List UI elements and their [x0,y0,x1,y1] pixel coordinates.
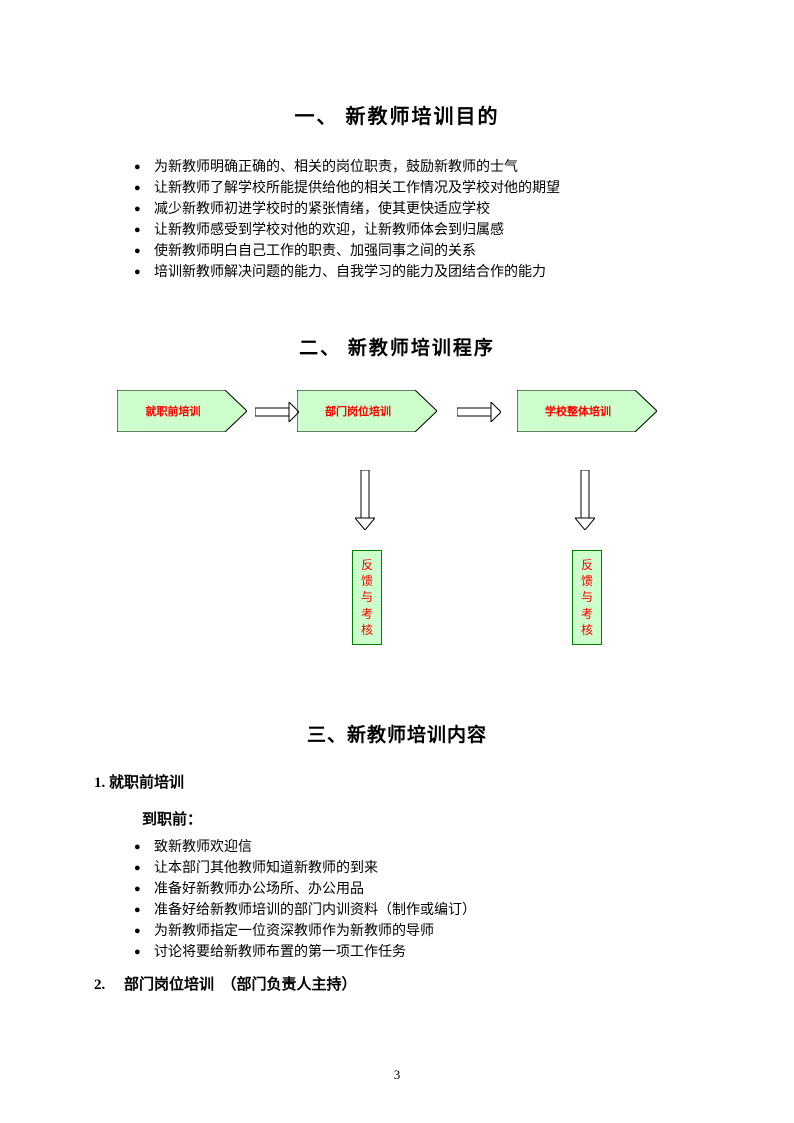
section-2-title: 二、 新教师培训程序 [90,333,704,360]
page-number: 3 [0,1067,794,1083]
flow-node: 就职前培训 [117,390,247,432]
section-1-title: 一、 新教师培训目的 [90,100,704,129]
list-item: 培训新教师解决问题的能力、自我学习的能力及团结合作的能力 [134,262,704,283]
list-item: 让本部门其他教师知道新教师的到来 [134,858,704,879]
list-item: 减少新教师初进学校时的紧张情绪，使其更快适应学校 [134,199,704,220]
feedback-box: 反馈与考核 [352,550,382,645]
flow-node-label: 就职前培训 [117,390,229,432]
flow-arrow [575,470,595,535]
list-item: 为新教师指定一位资深教师作为新教师的导师 [134,921,704,942]
list-item: 讨论将要给新教师布置的第一项工作任务 [134,942,704,963]
list-item: 准备好新教师办公场所、办公用品 [134,879,704,900]
section-1-bullets: 为新教师明确正确的、相关的岗位职责，鼓励新教师的士气 让新教师了解学校所能提供给… [134,157,704,283]
list-item: 让新教师了解学校所能提供给他的相关工作情况及学校对他的期望 [134,178,704,199]
flow-arrow [457,402,501,427]
list-item: 为新教师明确正确的、相关的岗位职责，鼓励新教师的士气 [134,157,704,178]
list-item: 让新教师感受到学校对他的欢迎，让新教师体会到归属感 [134,220,704,241]
training-flowchart: 就职前培训 部门岗位培训 学校整体培训反馈与考核 反馈与考核 [117,390,677,690]
flow-node-label: 学校整体培训 [517,390,639,432]
flow-arrow [355,470,375,535]
sub-1-label: 到职前： [142,808,704,829]
sub-2-title: 2. 部门岗位培训 （部门负责人主持） [94,973,704,994]
list-item: 准备好给新教师培训的部门内训资料（制作或编订） [134,900,704,921]
section-3-bullets: 致新教师欢迎信 让本部门其他教师知道新教师的到来 准备好新教师办公场所、办公用品… [134,837,704,963]
list-item: 使新教师明白自己工作的职责、加强同事之间的关系 [134,241,704,262]
feedback-box: 反馈与考核 [572,550,602,645]
flow-node-label: 部门岗位培训 [297,390,419,432]
section-3-title: 三、新教师培训内容 [90,720,704,747]
flow-arrow [255,402,299,427]
sub-1-title: 1. 就职前培训 [94,771,704,792]
list-item: 致新教师欢迎信 [134,837,704,858]
flow-node: 部门岗位培训 [297,390,437,432]
flow-node: 学校整体培训 [517,390,657,432]
